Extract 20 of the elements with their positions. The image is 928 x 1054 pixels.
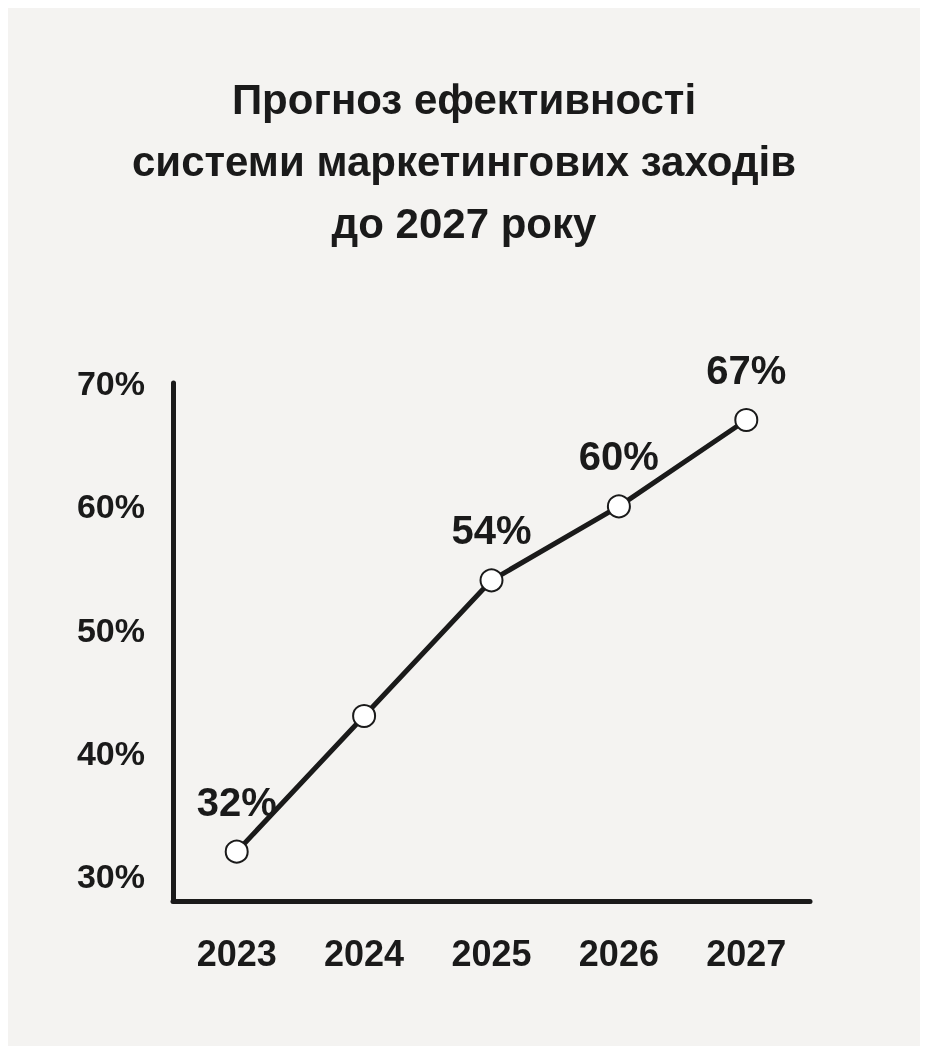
chart-title: Прогноз ефективності системи маркетингових заходів до 2027 року	[131, 75, 797, 247]
data-label: 60%	[578, 434, 659, 479]
y-tick-label: 50%	[76, 610, 145, 649]
data-label: 67%	[706, 348, 787, 392]
y-tick-label: 40%	[76, 734, 145, 772]
y-tick-label: 60%	[76, 487, 145, 526]
x-tick-label: 2025	[451, 932, 532, 974]
point	[606, 494, 631, 519]
y-tick-label: 70%	[76, 364, 145, 402]
x-tick-label: 2024	[324, 932, 405, 974]
data-label: 54%	[451, 508, 532, 553]
x-tick-label: 2023	[196, 932, 277, 974]
y-tick-label: 30%	[76, 857, 145, 896]
x-tick-label: 2026	[578, 932, 659, 974]
data-label: 32%	[196, 779, 277, 824]
point	[479, 568, 504, 593]
x-tick-label: 2027	[706, 932, 787, 974]
point	[352, 704, 377, 728]
point	[224, 839, 249, 864]
point	[734, 408, 759, 432]
